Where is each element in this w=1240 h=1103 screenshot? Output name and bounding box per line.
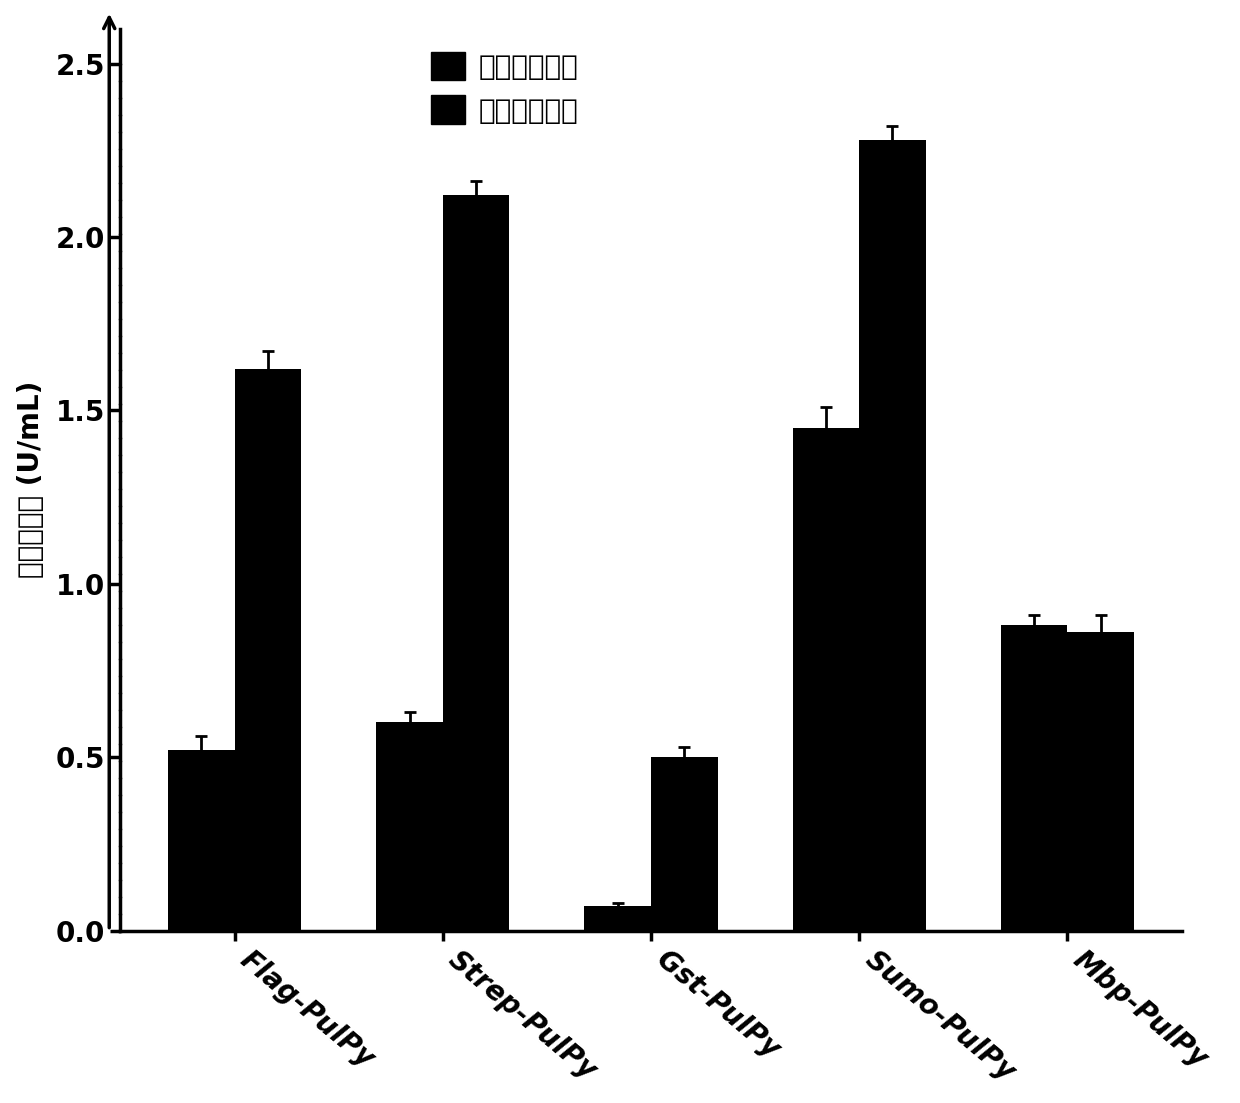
Legend: 细胞破碎上清, 细胞破碎沉淠: 细胞破碎上清, 细胞破碎沉淠: [432, 52, 578, 125]
Bar: [584, 907, 651, 931]
Bar: [443, 195, 510, 931]
Bar: [1068, 632, 1133, 931]
Bar: [651, 757, 718, 931]
Bar: [169, 750, 234, 931]
Bar: [1001, 625, 1068, 931]
Bar: [792, 428, 859, 931]
Bar: [234, 368, 301, 931]
Y-axis label: 普鲁兰酟活 (U/mL): 普鲁兰酟活 (U/mL): [16, 381, 45, 578]
Bar: [859, 140, 926, 931]
Bar: [376, 722, 443, 931]
